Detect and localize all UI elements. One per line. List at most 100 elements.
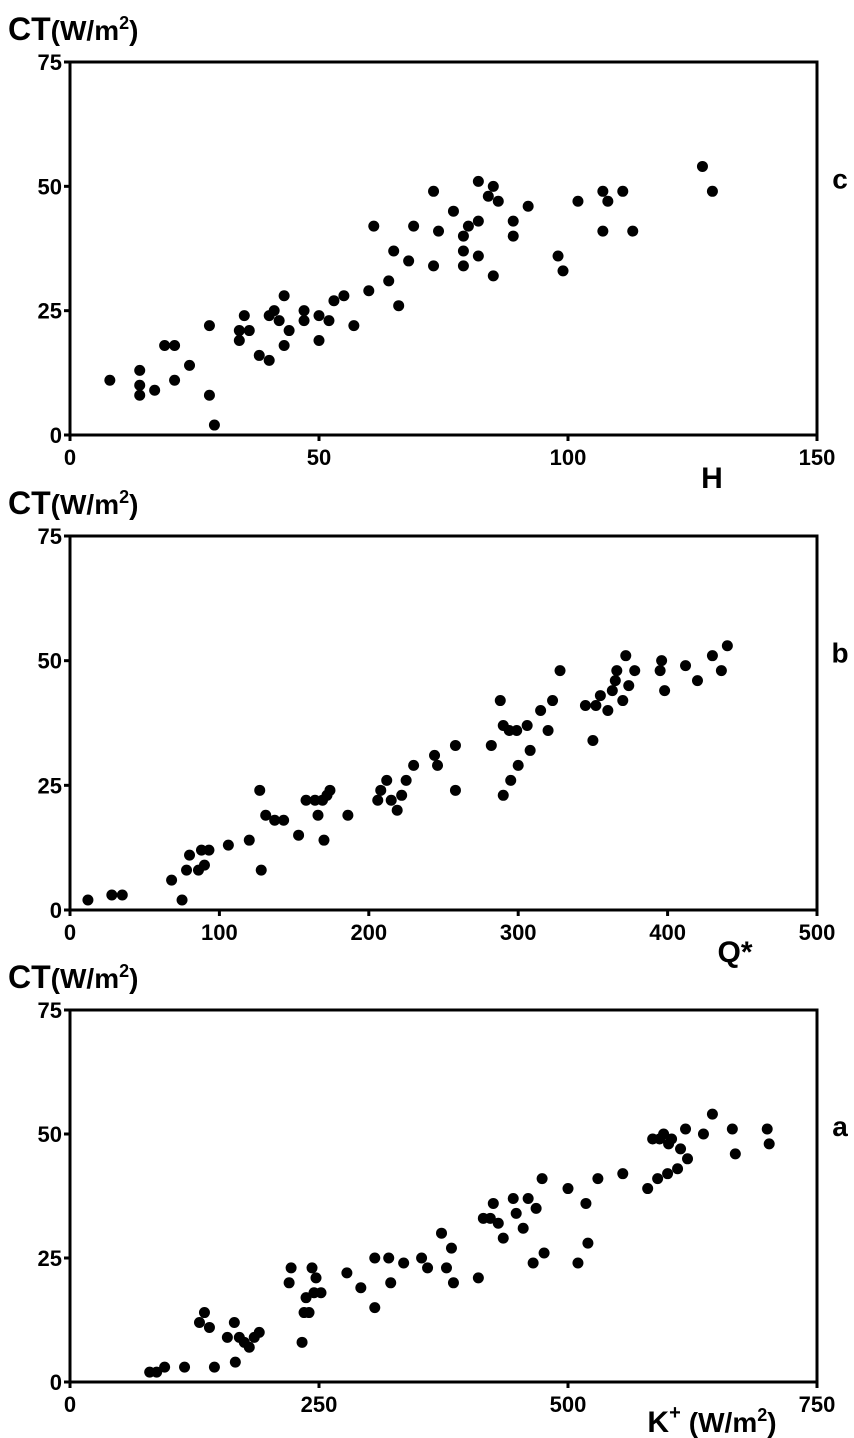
data-point [278,290,290,302]
data-point [447,205,459,217]
x-axis-label: K [647,1406,669,1438]
data-point [255,864,267,876]
data-point [557,265,569,277]
y-tick-label: 25 [38,299,62,324]
data-point [440,1262,452,1274]
panel-letter: a [832,1111,848,1142]
data-point [396,789,408,801]
data-point [372,794,384,806]
data-point [642,1183,654,1195]
data-point [203,389,215,401]
data-point [492,195,504,207]
data-point [422,1262,434,1274]
y-axis-unit-sup: 2 [119,487,129,507]
data-point [492,1217,504,1229]
scatter-series [144,1108,775,1378]
x-axis-title: H [701,462,723,495]
data-point [203,844,215,856]
panel-c: CT(W/m2) 0 25 50 75 0 50 100 150 Hc [8,11,848,495]
data-point [203,1321,215,1333]
x-tick-label: 500 [550,1392,587,1417]
data-point [403,255,415,267]
data-point [306,1262,318,1274]
data-point [592,1173,604,1185]
data-point [222,839,234,851]
data-point [408,759,420,771]
data-point [383,1252,395,1264]
data-point [497,1232,509,1244]
x-axis-label: Q* [717,936,752,969]
data-point [445,1242,457,1254]
data-point [149,384,161,396]
data-point [184,359,196,371]
data-point [400,774,412,786]
x-axis-label-sup: + [669,1402,681,1424]
data-point [273,315,285,327]
data-point [233,335,245,347]
data-point [472,215,484,227]
data-point [666,1133,678,1145]
y-axis-unit: (W/m [51,489,119,520]
x-tick-label: 0 [64,1392,76,1417]
x-tick-label: 500 [799,920,836,945]
data-point [517,1222,529,1234]
data-point [627,225,639,237]
data-point [268,305,280,317]
data-point [602,705,614,717]
data-point [691,675,703,687]
data-point [293,829,305,841]
y-tick-label: 0 [50,898,62,923]
data-point [706,185,718,197]
y-axis-unit: (W/m [51,963,119,994]
data-point [609,675,621,687]
data-point [341,1267,353,1279]
data-point [494,695,506,707]
data-point [617,185,629,197]
panel-b: CT(W/m2) 0 25 50 75 0 100 200 300 400 500 Q* b [8,485,849,969]
y-axis-title: CT(W/m2) [8,485,138,521]
data-point [538,1247,550,1259]
data-point [243,834,255,846]
data-point [159,1361,171,1373]
data-point [457,245,469,257]
x-tick-label: 100 [201,920,238,945]
data-point [654,665,666,677]
data-point [381,774,393,786]
data-point [106,889,118,901]
data-point [260,809,272,821]
data-point [487,180,499,192]
data-point [428,260,440,272]
x-tick-label: 100 [550,445,587,470]
data-point [263,354,275,366]
x-tick-label: 300 [500,920,537,945]
data-point [449,739,461,751]
data-point [233,325,245,337]
data-point [484,1212,496,1224]
data-point [497,789,509,801]
data-point [298,305,310,317]
data-point [522,200,534,212]
x-axis-unit-close: ) [767,1407,776,1438]
data-point [462,220,474,232]
data-point [363,285,375,297]
data-point [166,874,178,886]
data-point [312,809,324,821]
data-point [134,364,146,376]
x-tick-label: 750 [799,1392,836,1417]
panel-letter: c [832,163,848,194]
data-point [368,220,380,232]
data-point [659,685,671,697]
data-point [342,809,354,821]
data-point [432,759,444,771]
data-point [611,665,623,677]
data-point [552,250,564,262]
plot-frame [68,60,819,437]
data-point [597,185,609,197]
data-point [620,650,632,662]
data-point [547,695,559,707]
x-axis-unit-sup: 2 [757,1405,767,1425]
data-point [176,894,188,906]
data-point [433,225,445,237]
data-point [763,1138,775,1150]
data-point [554,665,566,677]
